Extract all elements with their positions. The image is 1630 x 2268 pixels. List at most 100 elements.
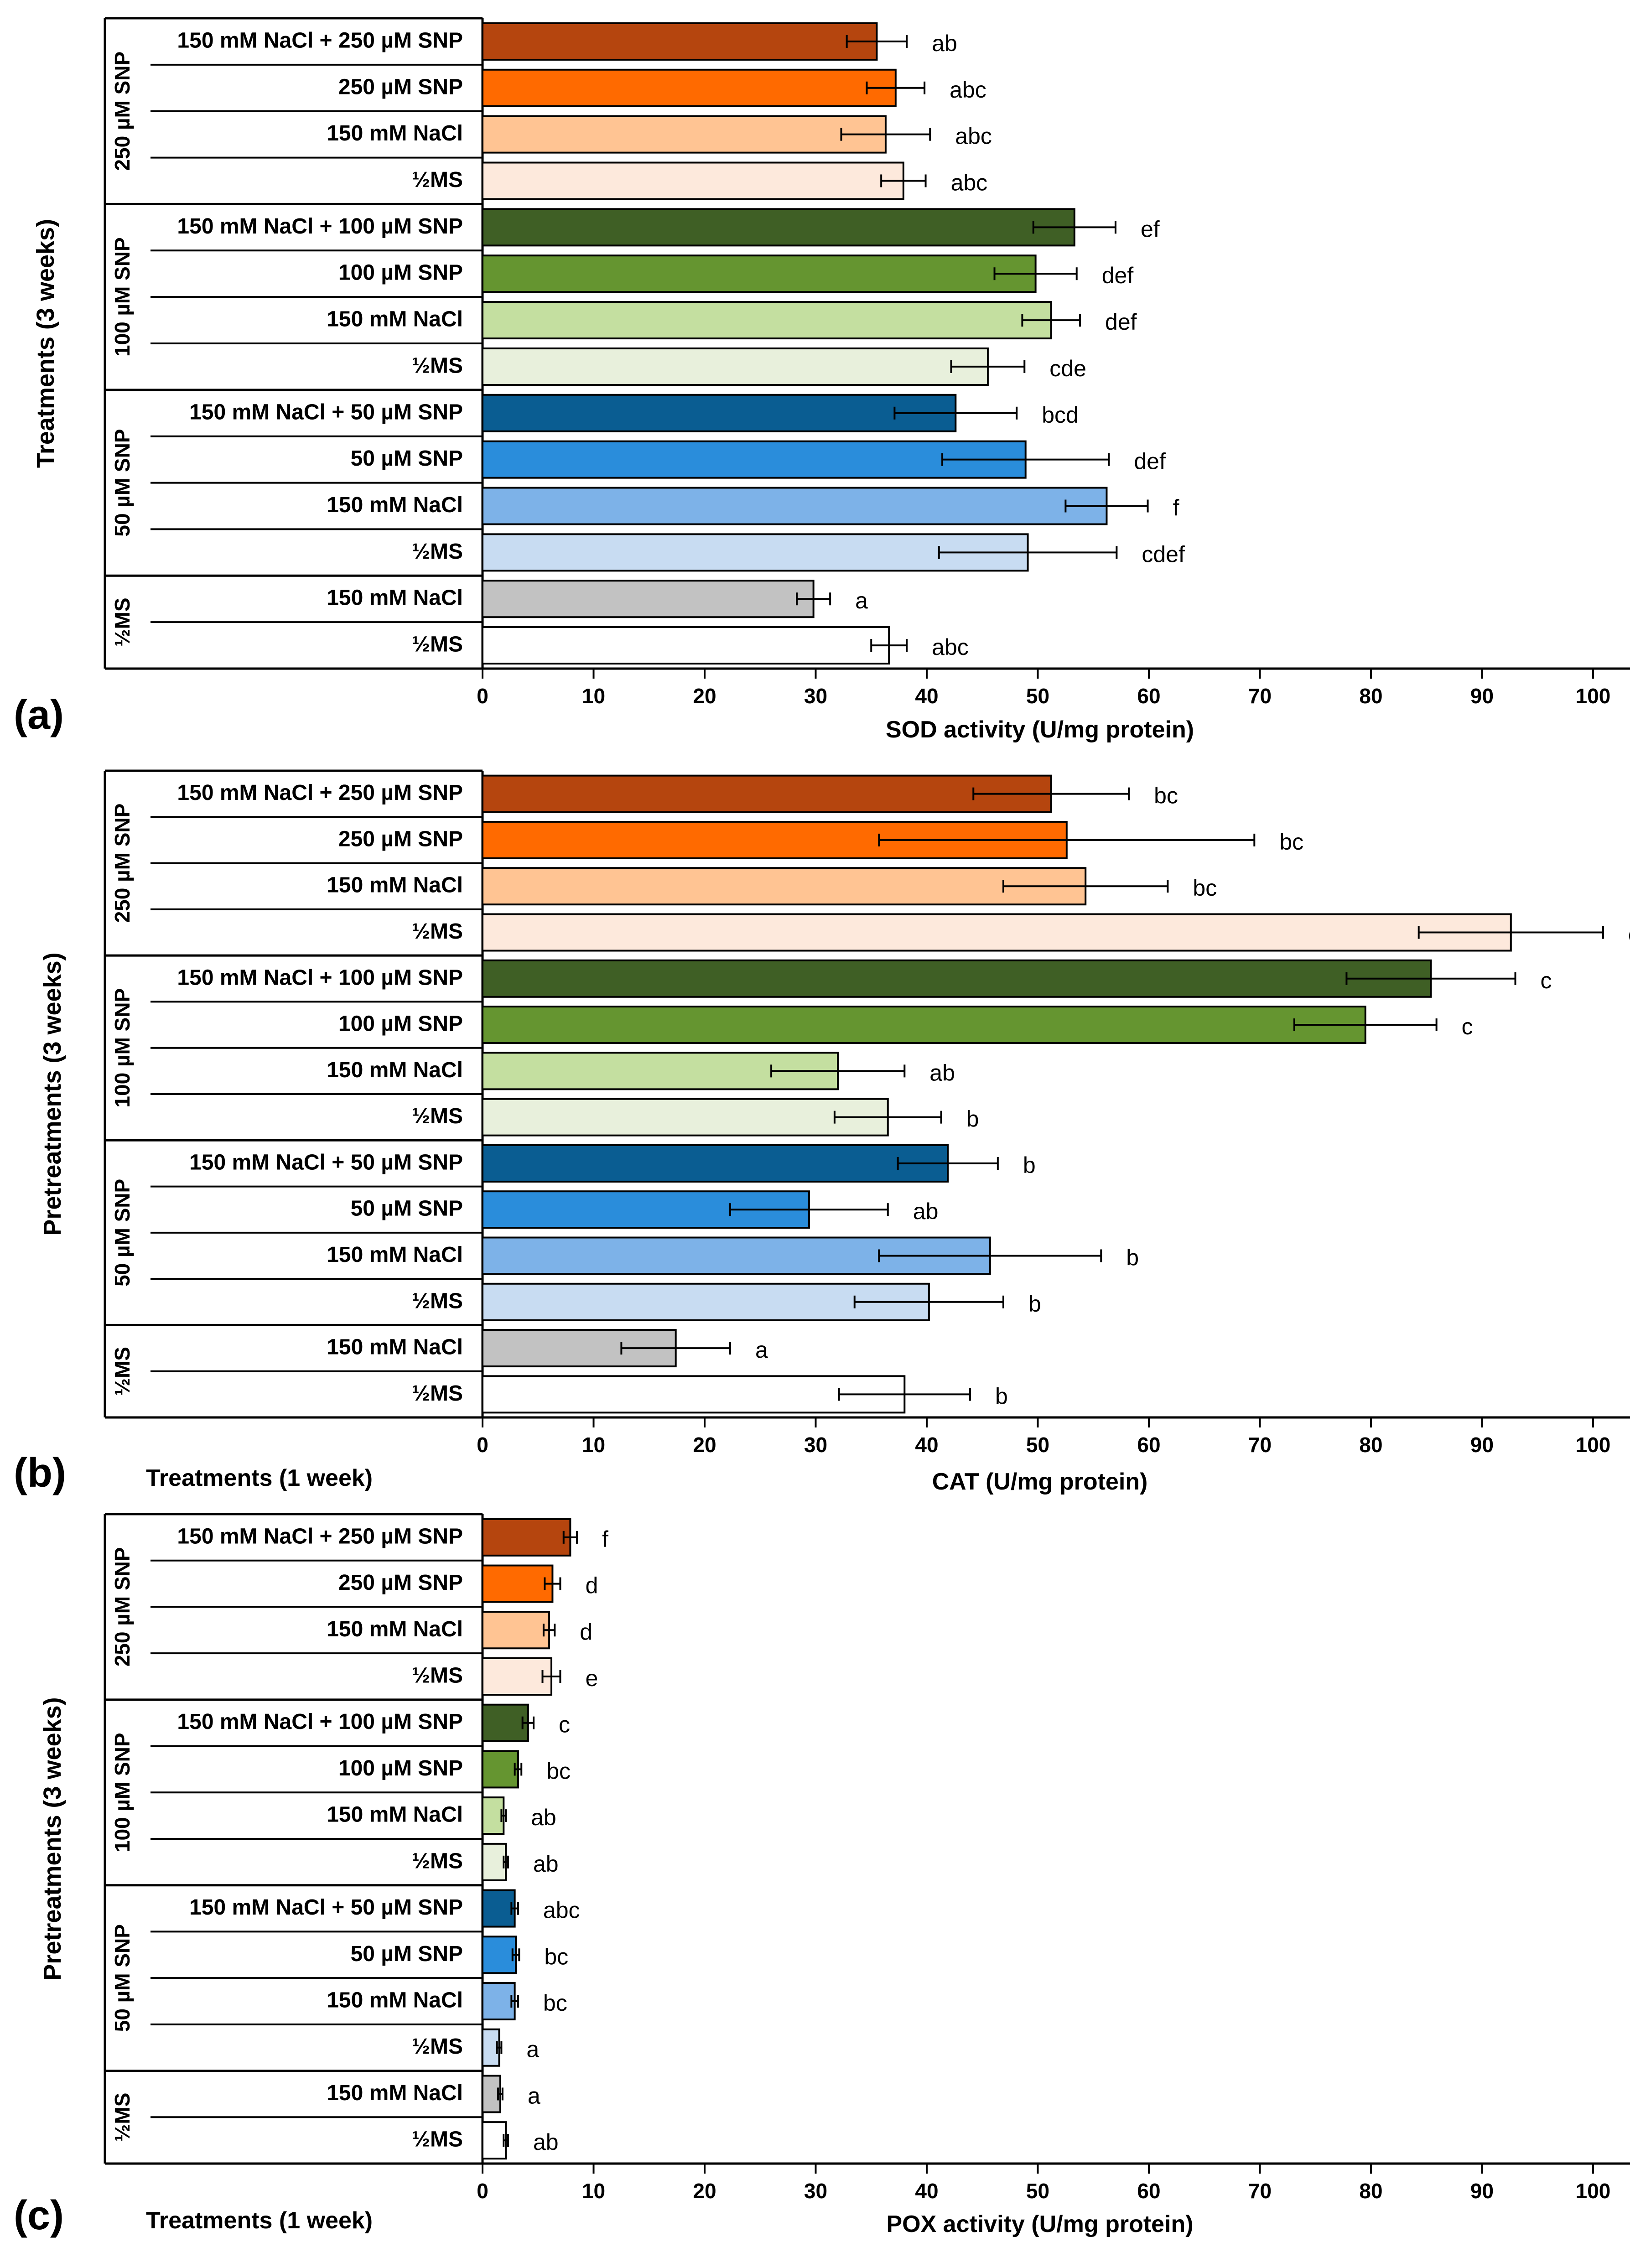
category-label: 150 mM NaCl xyxy=(327,1058,463,1082)
bar xyxy=(482,626,890,665)
group-label: 100 µM SNP xyxy=(110,1733,134,1852)
significance-letter: abc xyxy=(950,77,986,103)
x-tick-label: 60 xyxy=(1137,2179,1160,2203)
bar xyxy=(482,254,1037,293)
significance-letter: d xyxy=(580,1619,592,1645)
x-axis-title: POX activity (U/mg protein) xyxy=(886,2211,1193,2237)
category-label: 150 mM NaCl xyxy=(327,1617,463,1641)
category-label: 150 mM NaCl xyxy=(327,586,463,610)
x-tick-label: 10 xyxy=(582,1433,605,1457)
x-tick-label: 70 xyxy=(1248,684,1272,708)
x-tick-label: 0 xyxy=(477,1433,488,1457)
group-label: 250 µM SNP xyxy=(110,804,134,923)
bar xyxy=(482,2121,507,2160)
x-tick-label: 20 xyxy=(693,684,716,708)
bar xyxy=(482,1750,519,1789)
significance-letter: ab xyxy=(533,1851,559,1877)
group-label: 100 µM SNP xyxy=(110,237,134,357)
category-label: 150 mM NaCl xyxy=(327,1335,463,1360)
category-label: ½MS xyxy=(412,633,463,657)
category-label: ½MS xyxy=(412,2128,463,2152)
x-tick-label: 100 xyxy=(1576,684,1611,708)
category-label: 150 mM NaCl + 250 µM SNP xyxy=(177,1524,463,1548)
category-label: 150 mM NaCl + 100 µM SNP xyxy=(177,965,463,990)
category-label: ½MS xyxy=(412,2034,463,2059)
significance-letter: ab xyxy=(932,31,957,56)
significance-letter: f xyxy=(602,1526,608,1552)
x-tick-label: 90 xyxy=(1470,1433,1494,1457)
category-label: 150 mM NaCl xyxy=(327,493,463,517)
x-tick-label: 80 xyxy=(1359,684,1382,708)
group-label: 250 µM SNP xyxy=(110,1547,134,1667)
significance-letter: b xyxy=(1028,1291,1041,1317)
significance-letter: bc xyxy=(543,1990,567,2016)
bar xyxy=(482,1982,516,2020)
significance-letter: bc xyxy=(546,1758,571,1784)
category-label: 100 µM SNP xyxy=(338,1012,463,1036)
x-tick-label: 30 xyxy=(804,2179,827,2203)
category-label: 150 mM NaCl + 250 µM SNP xyxy=(177,781,463,805)
bar xyxy=(482,1518,571,1557)
panel-label: (b) xyxy=(14,1450,66,1496)
bottom-axis-title: Treatments (1 week) xyxy=(146,2207,373,2234)
x-tick-label: 50 xyxy=(1026,1433,1049,1457)
significance-letter: b xyxy=(1023,1152,1036,1178)
x-tick-label: 10 xyxy=(582,684,605,708)
bar xyxy=(482,1098,889,1137)
significance-letter: abc xyxy=(932,634,969,660)
significance-letter: abc xyxy=(955,124,992,149)
x-tick-label: 20 xyxy=(693,2179,716,2203)
category-label: 150 mM NaCl + 100 µM SNP xyxy=(177,1710,463,1734)
category-label: ½MS xyxy=(412,1849,463,1873)
panel-a: ab 150 mM NaCl + 250 µM SNP abc 250 µM SNP a… xyxy=(14,17,1630,743)
category-label: ½MS xyxy=(412,540,463,564)
y-axis-title: Pretreatments (3 weeks) xyxy=(39,952,66,1235)
bar xyxy=(482,913,1512,952)
x-tick-label: 40 xyxy=(915,684,938,708)
category-label: 150 mM NaCl + 50 µM SNP xyxy=(189,1895,463,1920)
significance-letter: bcd xyxy=(1042,402,1079,428)
category-label: 100 µM SNP xyxy=(338,261,463,285)
category-label: ½MS xyxy=(412,168,463,192)
significance-letter: def xyxy=(1105,309,1137,335)
x-tick-label: 80 xyxy=(1359,2179,1382,2203)
bar xyxy=(482,394,957,432)
category-label: 50 µM SNP xyxy=(351,446,463,471)
significance-letter: b xyxy=(995,1383,1008,1409)
significance-letter: def xyxy=(1102,263,1134,288)
x-tick-label: 0 xyxy=(477,684,488,708)
x-tick-label: 100 xyxy=(1576,2179,1611,2203)
y-axis-title: Treatments (3 weeks) xyxy=(32,219,59,468)
significance-letter: def xyxy=(1134,449,1166,474)
significance-letter: ef xyxy=(1141,216,1160,242)
x-tick-label: 70 xyxy=(1248,2179,1272,2203)
category-label: 150 mM NaCl xyxy=(327,121,463,145)
group-label: ½MS xyxy=(110,2093,134,2142)
significance-letter: a xyxy=(755,1337,768,1363)
category-label: 150 mM NaCl xyxy=(327,1803,463,1827)
category-label: 150 mM NaCl + 100 µM SNP xyxy=(177,214,463,239)
x-tick-label: 80 xyxy=(1359,1433,1382,1457)
bar xyxy=(482,1889,516,1928)
panel-label: (a) xyxy=(14,692,64,738)
bottom-axis-title: Treatments (1 week) xyxy=(146,1465,373,1491)
bar xyxy=(482,1657,552,1696)
x-tick-label: 70 xyxy=(1248,1433,1272,1457)
x-tick-label: 50 xyxy=(1026,684,1049,708)
category-label: 50 µM SNP xyxy=(351,1197,463,1221)
bar xyxy=(482,161,904,200)
x-axis-title: SOD activity (U/mg protein) xyxy=(886,716,1194,743)
bar xyxy=(482,1564,554,1603)
significance-letter: bc xyxy=(1193,875,1217,901)
significance-letter: f xyxy=(1173,495,1179,521)
x-tick-label: 60 xyxy=(1137,1433,1160,1457)
significance-letter: b xyxy=(1126,1245,1139,1271)
bar xyxy=(482,347,989,386)
category-label: ½MS xyxy=(412,1104,463,1128)
category-label: 150 mM NaCl + 50 µM SNP xyxy=(189,400,463,424)
x-tick-label: 10 xyxy=(582,2179,605,2203)
bar xyxy=(482,580,815,618)
panel-label: (c) xyxy=(14,2193,64,2238)
bar xyxy=(482,22,878,61)
